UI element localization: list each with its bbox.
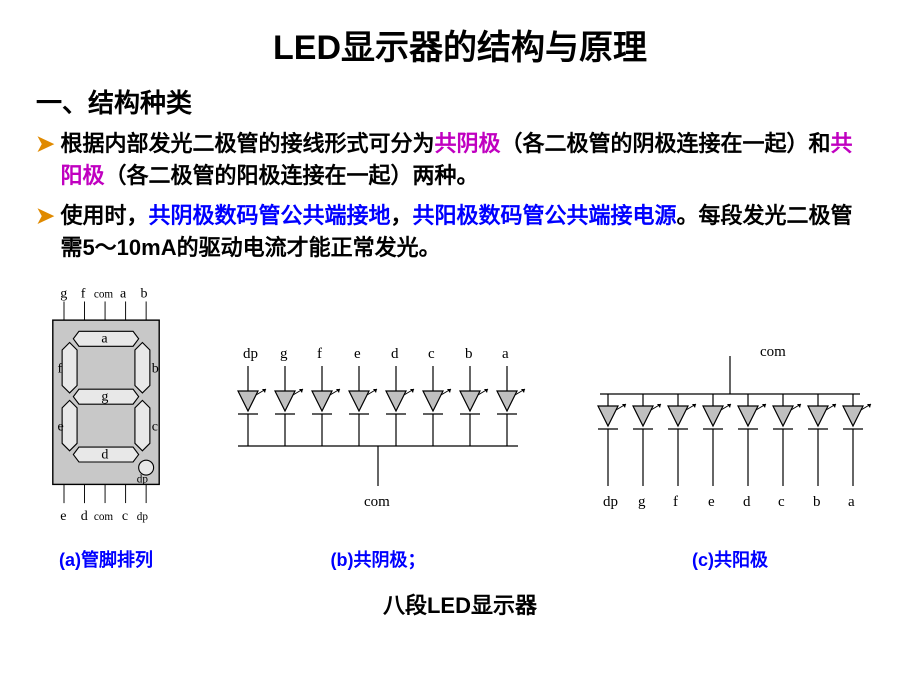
svg-text:d: d — [81, 508, 88, 523]
caption-a: (a)管脚排列 — [59, 546, 153, 572]
svg-text:f: f — [673, 494, 678, 510]
svg-text:f: f — [57, 361, 62, 376]
svg-text:c: c — [152, 419, 158, 434]
svg-text:dp: dp — [137, 510, 149, 522]
svg-text:g: g — [60, 286, 67, 301]
svg-text:e: e — [60, 508, 66, 523]
diagram-b: com dp g f e d c b a (b)共阴极； — [218, 336, 538, 572]
seven-segment-icon: g f com a b — [36, 276, 176, 536]
svg-text:g: g — [101, 389, 108, 404]
svg-text:com: com — [364, 494, 390, 510]
svg-text:d: d — [101, 447, 108, 462]
page-title: LED显示器的结构与原理 — [0, 0, 920, 69]
svg-text:a: a — [120, 286, 127, 301]
svg-text:a: a — [502, 346, 509, 362]
svg-text:g: g — [280, 346, 288, 362]
svg-text:f: f — [81, 286, 86, 301]
svg-text:f: f — [317, 346, 322, 362]
bullet-2-text: 使用时，共阴极数码管公共端接地，共阳极数码管公共端接电源。每段发光二极管需5～1… — [60, 200, 868, 264]
svg-text:e: e — [57, 419, 63, 434]
svg-text:a: a — [848, 494, 855, 510]
bullet-1: ➤ 根据内部发光二极管的接线形式可分为共阴极（各二极管的阴极连接在一起）和共阳极… — [0, 124, 920, 196]
svg-text:b: b — [141, 286, 148, 301]
diagram-c: com dp g f e d c b a (c)共阳极 — [580, 336, 880, 572]
svg-text:g: g — [638, 494, 646, 510]
svg-text:e: e — [708, 494, 715, 510]
svg-text:a: a — [101, 331, 108, 346]
diagram-a: g f com a b — [36, 276, 176, 572]
bottom-label: 八段LED显示器 — [0, 588, 920, 620]
caption-b: (b)共阴极； — [331, 546, 426, 572]
bullet-arrow-icon: ➤ — [36, 128, 54, 160]
svg-text:d: d — [743, 494, 751, 510]
svg-text:dp: dp — [243, 346, 258, 362]
svg-text:d: d — [391, 346, 399, 362]
svg-text:c: c — [778, 494, 785, 510]
common-cathode-icon: com dp g f e d c b a — [218, 336, 538, 536]
svg-text:b: b — [152, 361, 159, 376]
bullet-2: ➤ 使用时，共阴极数码管公共端接地，共阳极数码管公共端接电源。每段发光二极管需5… — [0, 196, 920, 268]
svg-text:com: com — [760, 344, 786, 360]
section-heading: 一、结构种类 — [0, 69, 920, 124]
svg-text:dp: dp — [603, 494, 618, 510]
svg-text:c: c — [428, 346, 435, 362]
caption-c: (c)共阳极 — [692, 546, 768, 572]
svg-text:com: com — [94, 288, 114, 300]
svg-text:c: c — [122, 508, 128, 523]
bullet-arrow-icon: ➤ — [36, 200, 54, 232]
svg-text:dp: dp — [137, 473, 149, 485]
bullet-1-text: 根据内部发光二极管的接线形式可分为共阴极（各二极管的阴极连接在一起）和共阳极（各… — [60, 128, 868, 192]
common-anode-icon: com dp g f e d c b a — [580, 336, 880, 536]
svg-text:com: com — [94, 510, 114, 522]
svg-text:e: e — [354, 346, 361, 362]
svg-text:b: b — [465, 346, 473, 362]
diagrams-row: g f com a b — [0, 268, 920, 572]
svg-text:b: b — [813, 494, 821, 510]
